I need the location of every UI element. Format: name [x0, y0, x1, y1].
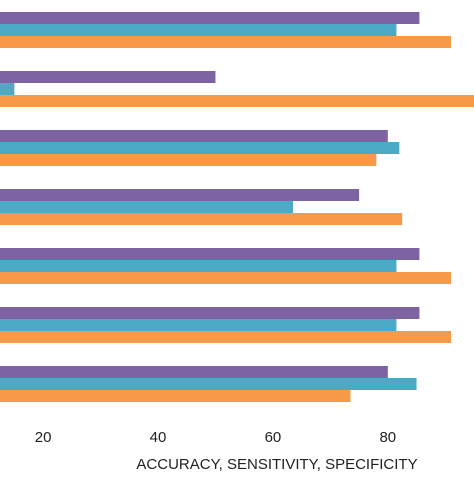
bar-group-1-series-1: [0, 12, 420, 24]
x-tick-label: 20: [35, 429, 52, 446]
bar-group-2-series-2: [0, 83, 15, 95]
bar-group-3-series-2: [0, 142, 400, 154]
bar-group-6-series-1: [0, 307, 420, 319]
bar-group-1-series-3: [0, 36, 452, 48]
x-axis-ticks: 20 40 60 80: [35, 429, 396, 446]
bar-group-2-series-1: [0, 71, 216, 83]
bar-group-4-series-1: [0, 189, 360, 201]
bar-group-7-series-2: [0, 378, 417, 390]
bar-group-5-series-2: [0, 260, 397, 272]
bar-group-2-series-3: [0, 95, 474, 107]
x-tick-label: 40: [150, 429, 167, 446]
bar-group-4-series-2: [0, 201, 294, 213]
x-axis-title: ACCURACY, SENSITIVITY, SPECIFICITY: [136, 456, 417, 473]
bar-group-6-series-2: [0, 319, 397, 331]
x-tick-label: 60: [265, 429, 282, 446]
bar-group-6-series-3: [0, 331, 452, 343]
bar-group-4-series-3: [0, 213, 403, 225]
bar-group-3-series-3: [0, 154, 377, 166]
bar-group-5-series-3: [0, 272, 452, 284]
bar-group-1-series-2: [0, 24, 397, 36]
bar-group-3-series-1: [0, 130, 388, 142]
bar-group-5-series-1: [0, 248, 420, 260]
bars-layer: [0, 12, 474, 402]
x-tick-label: 80: [379, 429, 396, 446]
bar-group-7-series-3: [0, 390, 351, 402]
bar-group-7-series-1: [0, 366, 388, 378]
